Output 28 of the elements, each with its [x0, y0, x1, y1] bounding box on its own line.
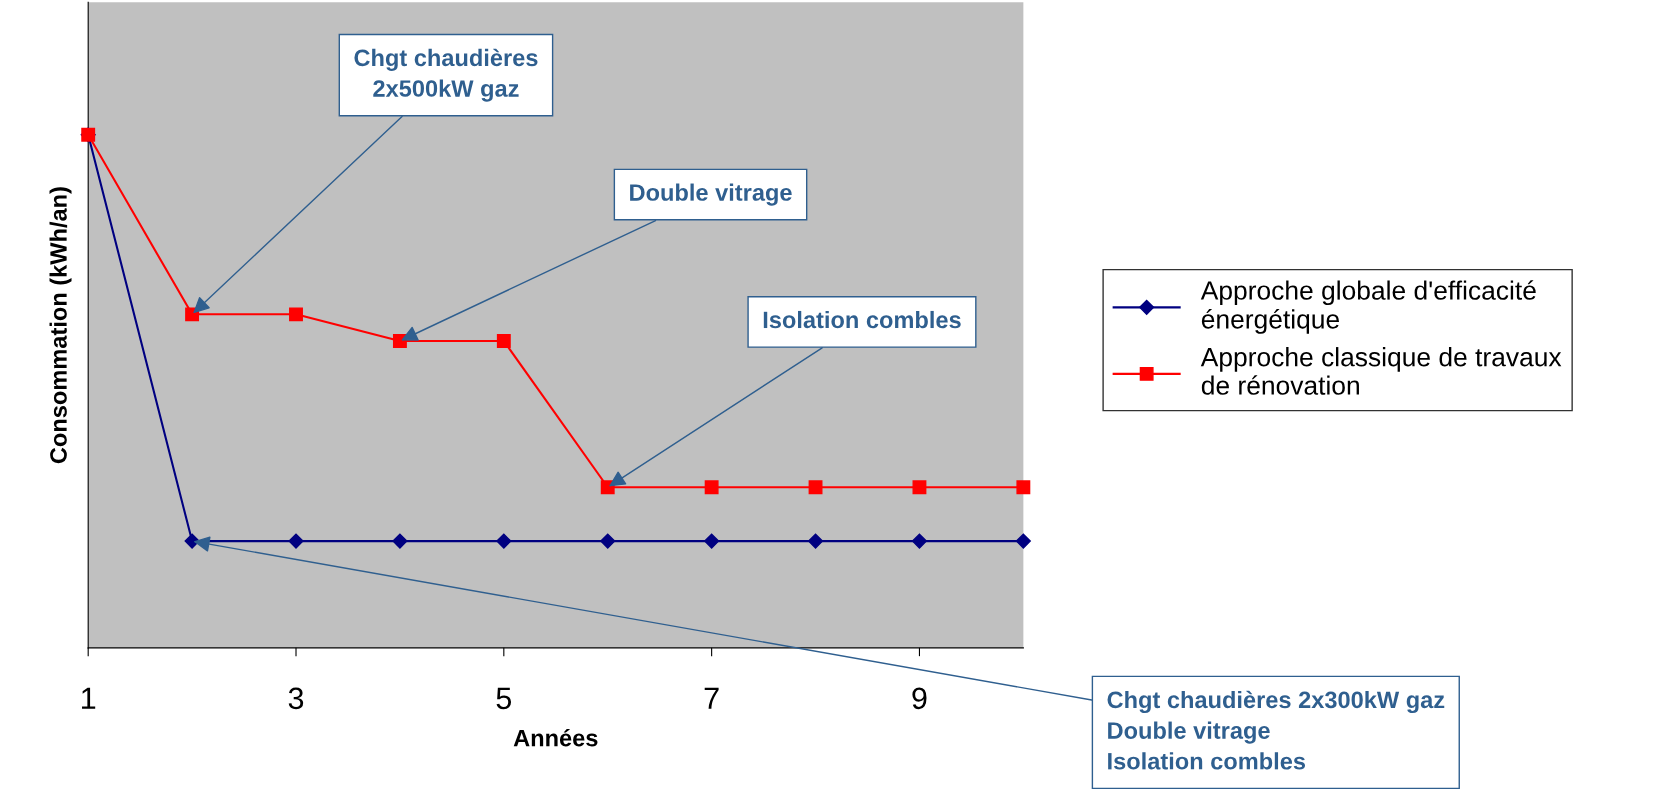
legend-label: Approche classique de travaux de rénovation [1200, 347, 1562, 395]
annotation: Chgt chaudières 2x500kW gaz [354, 48, 538, 102]
x-axis-title: Années [513, 728, 598, 747]
x-tick-label: 3 [288, 687, 304, 710]
point [392, 334, 407, 348]
point [288, 533, 304, 549]
point [704, 480, 719, 495]
point [1016, 480, 1031, 495]
annotation: Double vitrage [630, 183, 792, 206]
point [392, 533, 408, 549]
point [1015, 533, 1031, 549]
point [807, 533, 824, 549]
annotation: Chgt chaudières 2x300kW gaz Double vitrage Isolation combles [1107, 690, 1445, 770]
point [704, 533, 720, 549]
point [496, 334, 511, 348]
x-tick-label: 9 [912, 687, 927, 710]
x-tick-label: 5 [496, 687, 512, 710]
point [289, 307, 303, 322]
point [911, 533, 928, 549]
annotation: Isolation combles [763, 310, 961, 329]
point [496, 533, 512, 549]
x-tick-label: 1 [82, 687, 96, 709]
point [912, 480, 927, 495]
y-axis-title: Consommation (kWh/an) [49, 187, 72, 464]
point [600, 533, 616, 549]
legend-label: Approche globale d'efficacité énergétique [1200, 280, 1536, 334]
point [808, 480, 823, 495]
x-tick-label: 7 [704, 687, 719, 709]
